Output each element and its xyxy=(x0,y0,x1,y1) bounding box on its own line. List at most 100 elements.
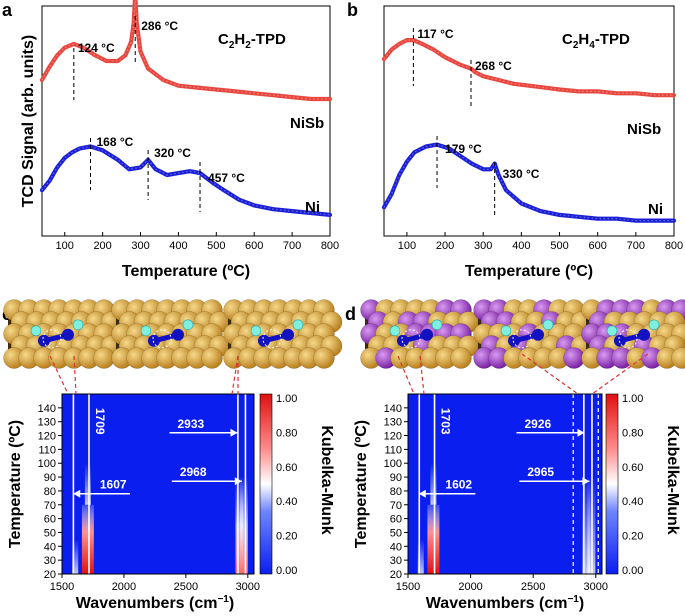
structure-image xyxy=(360,299,480,369)
y-axis-label-c: Temperature (ºC) xyxy=(7,420,24,548)
curves-a xyxy=(39,0,333,217)
connector-line xyxy=(49,355,69,395)
y-tick-label: 100 xyxy=(384,458,402,470)
carbon-atom xyxy=(397,334,409,347)
carbon-atom xyxy=(282,328,294,341)
y-tick-label: 130 xyxy=(384,417,402,429)
x-tick-label: 200 xyxy=(93,240,111,252)
y-tick-label: 40 xyxy=(390,541,402,553)
carbon-atom xyxy=(614,334,626,347)
x-axis-label-c: Wavenumbers (cm−1) xyxy=(76,594,234,612)
plot-frame-a xyxy=(41,5,331,237)
connector-line xyxy=(521,353,579,395)
x-tick-label: 2000 xyxy=(458,581,482,593)
colorbar-tick-label: 0.00 xyxy=(622,565,643,577)
structure-image xyxy=(473,299,593,369)
x-ticks-b: 100 200 300 400 500 600 700 800 xyxy=(398,232,683,252)
heatmap-background xyxy=(62,394,254,574)
x-tick-label: 3000 xyxy=(583,581,607,593)
panel-label-a: a xyxy=(2,0,13,20)
carbon-atom xyxy=(172,328,184,341)
y-axis-label-d: Temperature (ºC) xyxy=(353,420,370,548)
band-label-2933: 2933 xyxy=(178,417,205,431)
x-tick-label: 300 xyxy=(131,240,149,252)
x-tick-label: 200 xyxy=(436,240,454,252)
heat-band-tail xyxy=(84,463,91,505)
peak-label: 330 °C xyxy=(503,167,540,181)
structure-image xyxy=(3,299,123,369)
heat-band-1709 xyxy=(81,504,94,574)
y-tick-label: 50 xyxy=(390,527,402,539)
y-tick-label: 130 xyxy=(38,417,56,429)
site-circle xyxy=(262,329,282,349)
y-tick-label: 30 xyxy=(44,555,56,567)
carbon-atom xyxy=(38,334,50,347)
colorbar-label-c: Kubelka-Munk xyxy=(318,425,335,534)
site-circle xyxy=(618,329,638,349)
x-tick-label: 1500 xyxy=(396,581,420,593)
heatmap-frame xyxy=(61,393,255,575)
panel-c: c 15002000250030002030405060708090100110… xyxy=(2,299,343,612)
colorbar-tick-label: 0.20 xyxy=(622,531,643,543)
connector-line xyxy=(591,353,649,395)
x-tick-label: 600 xyxy=(589,240,607,252)
panel-label-d: d xyxy=(345,304,356,324)
band-arrowhead xyxy=(234,477,242,486)
y-tick-label: 70 xyxy=(390,500,402,512)
y-tick-label: 100 xyxy=(38,458,56,470)
hydrogen-atom xyxy=(431,319,443,331)
carbon-atom xyxy=(62,328,74,341)
x-tick-label: 1500 xyxy=(50,581,74,593)
hydrogen-atom xyxy=(542,319,554,331)
peak-label: 457 °C xyxy=(208,171,245,185)
y-tick-label: 60 xyxy=(390,514,402,526)
hydrogen-atom xyxy=(182,319,194,331)
heat-band-2933 xyxy=(235,477,244,574)
heat-band-1602 xyxy=(417,539,424,574)
peak-label: 117 °C xyxy=(417,27,453,41)
series-line-nisb xyxy=(381,38,677,98)
y-tick-label: 140 xyxy=(38,403,56,415)
colorbar-tick-label: 1.00 xyxy=(276,393,297,405)
surface-atom xyxy=(201,347,223,369)
surface-atom xyxy=(671,347,685,369)
hydrogen-atom xyxy=(500,325,512,337)
series-marker-texture xyxy=(383,144,674,222)
x-axis-label-d: Wavenumbers (cm−1) xyxy=(426,594,584,612)
y-axis-label-a: TCD Signal (arb. units) xyxy=(20,35,37,207)
x-tick-label: 700 xyxy=(283,240,301,252)
curves-b xyxy=(381,38,677,223)
x-tick-label: 100 xyxy=(56,240,74,252)
series-line-nisb xyxy=(39,0,333,102)
colorbar xyxy=(605,393,619,575)
y-tick-label: 60 xyxy=(44,514,56,526)
colorbar-tick-label: 0.40 xyxy=(622,496,643,508)
colorbar-tick-label: 0.20 xyxy=(276,531,297,543)
site-circle xyxy=(42,329,62,349)
x-tick-label: 100 xyxy=(398,240,416,252)
x-tick-label: 500 xyxy=(550,240,568,252)
hydrogen-atom xyxy=(30,325,42,337)
peak-label: 320 °C xyxy=(154,146,191,160)
structure-images-d xyxy=(360,299,685,369)
carbon-atom xyxy=(148,334,160,347)
band-label-1602: 1602 xyxy=(445,478,472,492)
title-a: C2H2-TPD xyxy=(218,31,286,51)
band-label-1703: 1703 xyxy=(438,408,452,435)
hydrogen-atom xyxy=(140,325,152,337)
x-tick-label: 500 xyxy=(207,240,225,252)
heatmap-background xyxy=(408,394,602,574)
y-tick-label: 20 xyxy=(390,569,402,581)
band-label-2926: 2926 xyxy=(524,417,551,431)
carbon-atom xyxy=(638,328,650,341)
y-tick-label: 30 xyxy=(390,555,402,567)
colorbar-tick-label: 0.60 xyxy=(276,462,297,474)
site-circle xyxy=(401,329,421,349)
panel-label-b: b xyxy=(347,0,358,20)
x-tick-label: 2500 xyxy=(174,581,198,593)
x-axis-label-b: Temperature (ºC) xyxy=(465,263,593,280)
x-tick-label: 600 xyxy=(245,240,263,252)
